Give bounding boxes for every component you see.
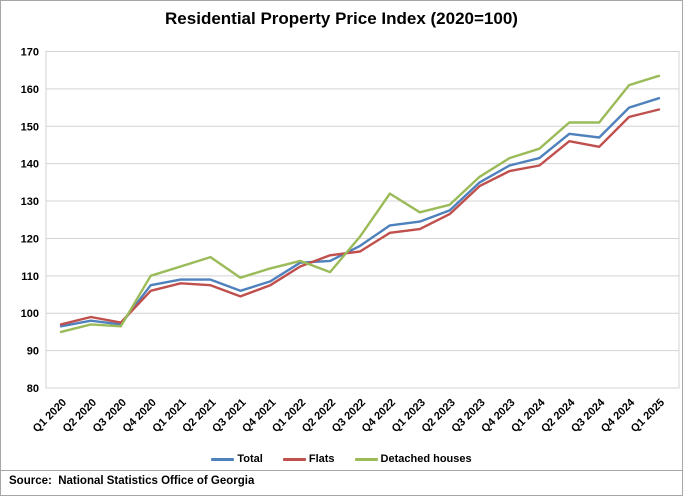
chart-bottom-divider [1, 470, 682, 471]
series-line-detached-houses [59, 74, 661, 334]
y-tick-label-100: 100 [21, 308, 39, 320]
legend-label-total: Total [237, 453, 263, 465]
y-axis-labels: 80 90 100 110 120 130 140 150 160 170 [21, 47, 39, 396]
legend-item-total: Total [211, 453, 263, 465]
total-line-swatch [211, 457, 235, 461]
plot-area-border [45, 51, 680, 389]
legend-label-detached: Detached houses [380, 453, 472, 465]
gridlines [46, 51, 679, 389]
y-tick-label-170: 170 [21, 47, 39, 59]
series-line-total [59, 97, 661, 328]
y-tick-label-130: 130 [21, 196, 39, 208]
y-tick-label-110: 110 [21, 271, 39, 283]
y-tick-label-160: 160 [21, 84, 39, 96]
y-tick-label-140: 140 [21, 159, 39, 171]
chart-title: Residential Property Price Index (2020=1… [165, 9, 518, 28]
legend-item-flats: Flats [282, 453, 335, 465]
y-tick-label-90: 90 [27, 346, 39, 358]
flats-line-swatch [282, 457, 306, 461]
chart-legend: Total Flats Detached houses [1, 453, 682, 465]
y-tick-label-80: 80 [27, 383, 39, 395]
legend-label-flats: Flats [308, 453, 335, 465]
source-caption: Source: National Statistics Office of Ge… [9, 475, 255, 487]
detached-line-swatch [354, 457, 378, 461]
legend-item-detached: Detached houses [354, 453, 472, 465]
y-tick-label-120: 120 [21, 233, 39, 245]
series-line-flats [59, 108, 661, 326]
y-tick-label-150: 150 [21, 121, 39, 133]
x-tick-label-q1-2025: Q1 2025 [629, 397, 667, 435]
